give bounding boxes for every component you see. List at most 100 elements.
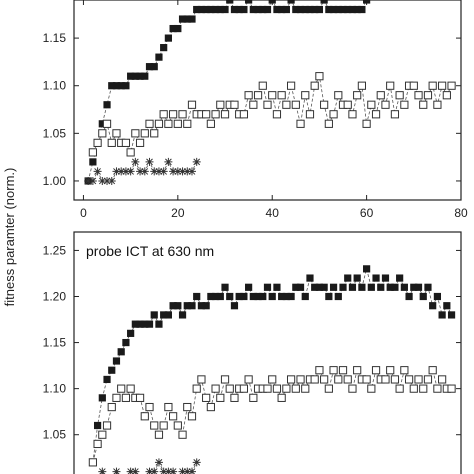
data-point-open-square [320, 100, 329, 109]
data-point-open-square [438, 375, 447, 384]
data-point-open-square [169, 110, 178, 119]
data-point-filled-square [254, 292, 262, 301]
data-point-filled-square [117, 82, 125, 90]
data-point-filled-square [282, 292, 290, 301]
data-point-filled-square [197, 302, 206, 310]
data-point-filled-square [188, 302, 196, 310]
data-point-open-square [400, 366, 409, 375]
data-point-filled-square [263, 283, 272, 291]
data-point-open-square [301, 91, 310, 100]
data-point-asterisk [93, 167, 102, 176]
plot-frame [73, 0, 462, 201]
data-point-asterisk [150, 467, 159, 474]
series-line [100, 461, 198, 474]
data-point-open-square [291, 384, 300, 393]
data-point-asterisk [164, 157, 173, 166]
series-open-square [88, 366, 456, 467]
data-point-filled-square [245, 0, 253, 4]
data-point-open-square [404, 375, 414, 384]
x-tick-label: 20 [171, 206, 185, 220]
data-point-open-square [395, 384, 404, 393]
data-point-filled-square [386, 283, 394, 291]
data-point-filled-square [306, 5, 314, 14]
panel-top: 1.00 1.05 1.10 1.15 0 20 40 60 80 [43, 0, 468, 220]
data-point-filled-square [98, 120, 106, 128]
data-point-open-square [428, 81, 437, 90]
data-point-open-square [164, 119, 173, 128]
data-point-asterisk [159, 167, 168, 176]
data-point-filled-square [296, 5, 305, 14]
data-point-open-square [334, 91, 343, 100]
data-point-filled-square [282, 5, 290, 14]
data-point-open-square [286, 375, 296, 384]
data-point-asterisk [154, 167, 163, 176]
data-point-open-square [192, 384, 201, 393]
data-point-asterisk [107, 176, 116, 185]
data-point-filled-square [160, 44, 168, 52]
x-tick-label: 80 [454, 206, 468, 220]
y-tick-label: 1.10 [43, 79, 67, 93]
data-point-open-square [423, 91, 433, 100]
plot-frame [73, 231, 462, 474]
data-point-filled-square [202, 302, 210, 310]
data-point-open-square [211, 110, 220, 119]
y-tick-label: 1.20 [43, 290, 67, 304]
data-point-open-square [324, 384, 333, 393]
data-point-open-square [88, 458, 97, 467]
data-point-asterisk [98, 467, 107, 474]
data-point-filled-square [353, 5, 361, 14]
data-point-open-square [348, 110, 357, 119]
data-point-open-square [423, 375, 433, 384]
data-point-open-square [390, 375, 400, 384]
data-point-open-square [301, 384, 310, 393]
data-point-filled-square [207, 292, 215, 301]
data-point-filled-square [197, 5, 206, 14]
data-point-open-square [263, 384, 272, 393]
data-point-filled-square [178, 15, 187, 23]
data-point-open-square [353, 91, 362, 100]
data-point-filled-square [268, 292, 276, 301]
data-point-filled-square [254, 5, 262, 14]
data-point-filled-square [230, 302, 239, 310]
series-asterisk [98, 458, 201, 474]
data-point-open-square [239, 110, 249, 119]
data-point-open-square [197, 375, 206, 384]
data-point-open-square [173, 421, 182, 430]
data-point-filled-square [339, 5, 347, 14]
data-point-filled-square [141, 320, 149, 328]
data-point-filled-square [358, 283, 366, 291]
data-point-open-square [187, 412, 197, 421]
data-point-filled-square [268, 0, 276, 4]
data-point-open-square [253, 91, 263, 100]
data-point-open-square [357, 81, 366, 90]
data-point-filled-square [396, 274, 404, 282]
y-tick-label: 1.10 [43, 382, 67, 396]
data-point-open-square [315, 366, 324, 375]
data-point-filled-square [381, 274, 390, 282]
data-point-filled-square [216, 5, 224, 14]
data-point-open-square [438, 81, 447, 90]
data-point-filled-square [103, 375, 111, 384]
data-point-open-square [433, 100, 442, 109]
data-point-open-square [216, 393, 225, 402]
series-asterisk [84, 157, 201, 185]
data-point-asterisk [84, 176, 93, 185]
data-point-open-square [159, 421, 168, 430]
data-point-filled-square [245, 283, 253, 291]
data-point-open-square [178, 110, 187, 119]
y-tick-label: 1.05 [43, 428, 67, 442]
data-point-asterisk [145, 157, 154, 166]
data-point-asterisk [159, 467, 168, 474]
data-point-asterisk [169, 467, 178, 474]
panel-annotation: probe ICT at 630 nm [86, 243, 214, 259]
data-point-filled-square [367, 283, 375, 291]
data-point-open-square [131, 129, 140, 138]
data-point-filled-square [230, 5, 239, 14]
data-point-filled-square [344, 5, 352, 14]
data-point-open-square [329, 366, 338, 375]
data-point-asterisk [183, 167, 192, 176]
data-point-open-square [362, 375, 371, 384]
data-point-filled-square [188, 15, 196, 23]
data-point-filled-square [301, 292, 309, 301]
data-point-filled-square [301, 5, 309, 14]
